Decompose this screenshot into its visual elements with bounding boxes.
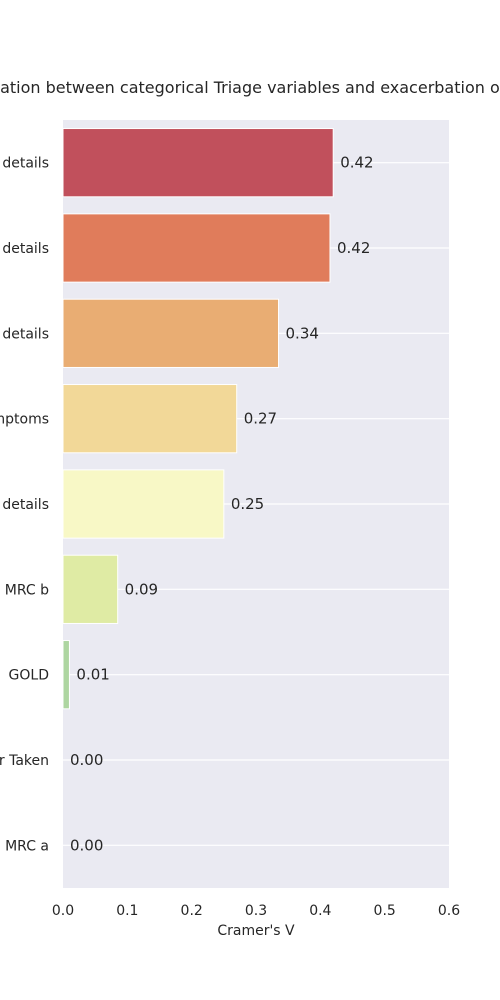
bar bbox=[62, 469, 225, 539]
bar bbox=[62, 384, 238, 454]
y-tick-label: MRC b bbox=[5, 582, 49, 598]
bar bbox=[62, 213, 331, 283]
bar-value-label: 0.00 bbox=[70, 836, 103, 854]
x-tick-label: 0.5 bbox=[374, 903, 396, 919]
x-axis-label: Cramer's V bbox=[217, 923, 295, 939]
bar-value-label: 0.34 bbox=[286, 324, 319, 342]
bars bbox=[62, 128, 334, 710]
y-tick-label: r Taken bbox=[0, 753, 49, 769]
x-tick-labels: 0.0 0.1 0.2 0.3 0.4 0.5 0.6 bbox=[52, 903, 460, 919]
y-tick-label: GOLD bbox=[9, 668, 49, 684]
x-tick-label: 0.2 bbox=[181, 903, 203, 919]
x-tick-label: 0.1 bbox=[116, 903, 138, 919]
x-tick-label: 0.0 bbox=[52, 903, 74, 919]
y-tick-label: details bbox=[2, 326, 49, 342]
bar-value-label: 0.42 bbox=[340, 154, 373, 172]
y-tick-label: mptoms bbox=[0, 412, 49, 428]
y-tick-label: details bbox=[2, 497, 49, 513]
bar-value-label: 0.09 bbox=[125, 580, 158, 598]
bar-value-label: 0.27 bbox=[244, 410, 277, 428]
x-tick-label: 0.3 bbox=[245, 903, 267, 919]
bar-value-label: 0.25 bbox=[231, 495, 264, 513]
x-tick-label: 0.4 bbox=[309, 903, 331, 919]
y-tick-label: details bbox=[2, 241, 49, 257]
bar-value-label: 0.42 bbox=[337, 239, 370, 257]
y-tick-label: details bbox=[2, 156, 49, 172]
value-labels: 0.42 0.42 0.34 0.27 0.25 0.09 0.01 0.00 0.00 bbox=[70, 154, 374, 855]
bar bbox=[62, 554, 119, 624]
y-tick-label: MRC a bbox=[5, 838, 49, 854]
bar bbox=[62, 298, 280, 368]
x-tick-label: 0.6 bbox=[438, 903, 460, 919]
y-tick-labels: details details details mptoms details MRC… bbox=[0, 156, 49, 855]
bar-value-label: 0.00 bbox=[70, 751, 103, 769]
bar bbox=[62, 640, 70, 710]
bar bbox=[62, 128, 334, 198]
chart-title: ation between categorical Triage variabl… bbox=[0, 78, 500, 97]
bar-value-label: 0.01 bbox=[76, 666, 109, 684]
